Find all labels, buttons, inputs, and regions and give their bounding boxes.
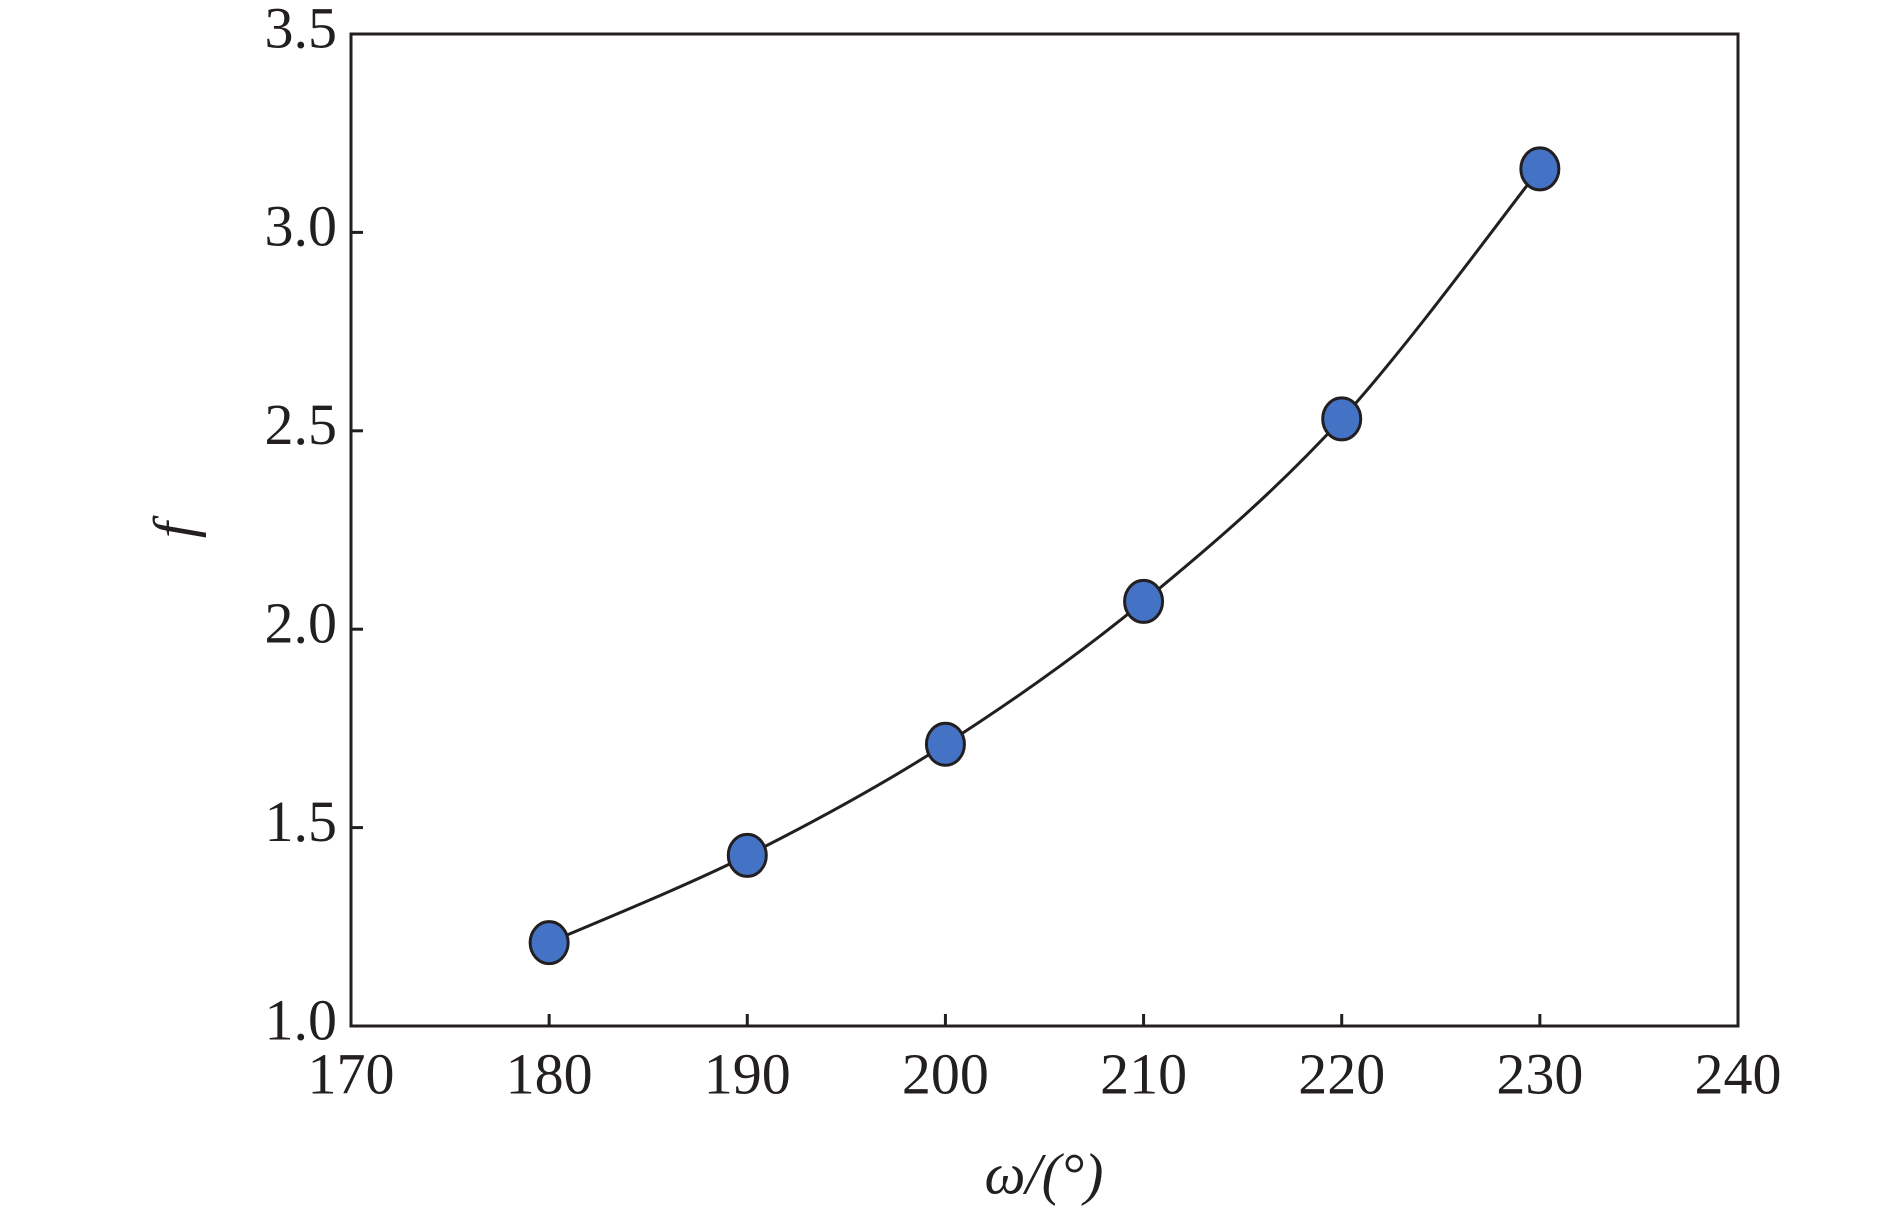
marker	[1123, 578, 1165, 624]
y-axis-label: f	[141, 515, 206, 538]
marker	[1519, 146, 1561, 192]
x-tick-label: 220	[1298, 1041, 1385, 1106]
marker	[726, 832, 768, 878]
y-tick-label: 1.0	[265, 987, 338, 1052]
x-axis-label: ω/(°)	[985, 1141, 1104, 1206]
curve	[548, 167, 1542, 945]
marker	[528, 920, 570, 966]
x-tick-label: 200	[902, 1041, 989, 1106]
y-tick-label: 2.5	[265, 392, 338, 457]
marker	[1321, 396, 1363, 442]
x-tick-label: 190	[704, 1041, 791, 1106]
x-tick-label: 240	[1695, 1041, 1782, 1106]
y-tick-label: 3.0	[265, 194, 338, 259]
x-tick-label: 170	[308, 1041, 395, 1106]
y-tick-label: 3.5	[265, 0, 338, 60]
y-tick-label: 1.5	[265, 789, 338, 854]
plot-frame	[349, 32, 1740, 1028]
x-tick-label: 230	[1496, 1041, 1583, 1106]
marker	[924, 721, 966, 767]
x-tick-label: 210	[1100, 1041, 1187, 1106]
y-tick-label: 2.0	[265, 591, 338, 656]
x-tick-label: 180	[506, 1041, 593, 1106]
